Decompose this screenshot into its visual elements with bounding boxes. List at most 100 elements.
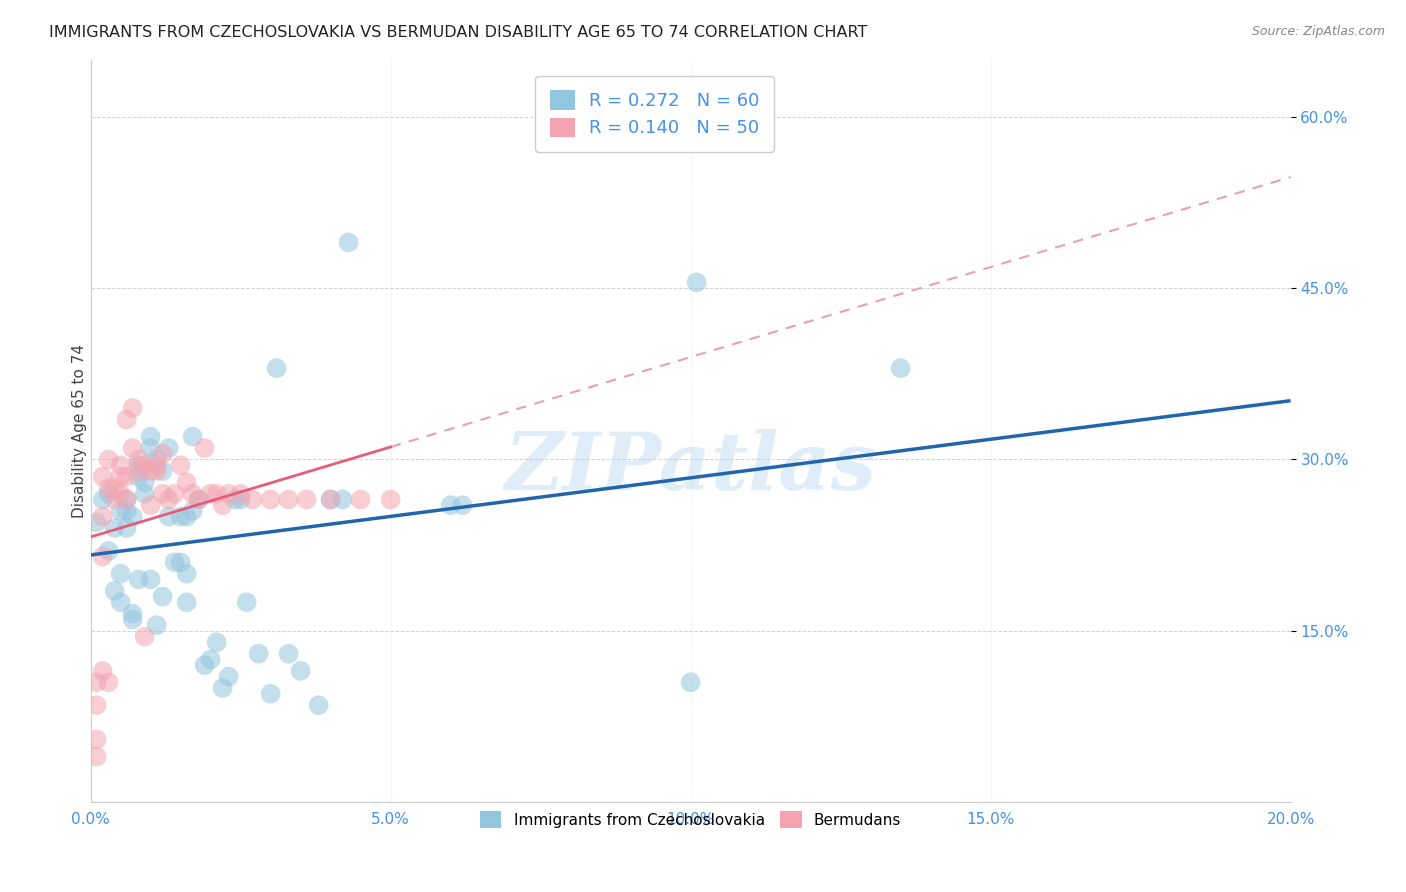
Point — [235, 595, 257, 609]
Point — [91, 469, 114, 483]
Point — [242, 492, 264, 507]
Point — [145, 458, 167, 473]
Point — [152, 590, 174, 604]
Point — [121, 509, 143, 524]
Point — [110, 595, 132, 609]
Point — [128, 452, 150, 467]
Point — [145, 464, 167, 478]
Point — [115, 412, 138, 426]
Point — [145, 452, 167, 467]
Point — [104, 521, 127, 535]
Point — [104, 492, 127, 507]
Point — [890, 361, 912, 376]
Point — [332, 492, 354, 507]
Point — [134, 475, 156, 490]
Point — [169, 509, 191, 524]
Point — [139, 498, 162, 512]
Point — [86, 675, 108, 690]
Point — [97, 487, 120, 501]
Point — [247, 647, 270, 661]
Point — [176, 566, 198, 581]
Point — [121, 401, 143, 415]
Y-axis label: Disability Age 65 to 74: Disability Age 65 to 74 — [72, 344, 87, 518]
Point — [110, 469, 132, 483]
Point — [97, 452, 120, 467]
Point — [229, 487, 252, 501]
Point — [110, 504, 132, 518]
Point — [194, 658, 217, 673]
Point — [91, 492, 114, 507]
Point — [110, 487, 132, 501]
Point — [439, 498, 461, 512]
Point — [194, 441, 217, 455]
Point — [110, 566, 132, 581]
Point — [277, 647, 299, 661]
Point — [91, 509, 114, 524]
Point — [145, 618, 167, 632]
Point — [169, 555, 191, 569]
Point — [679, 675, 702, 690]
Point — [163, 487, 186, 501]
Point — [152, 447, 174, 461]
Point — [295, 492, 318, 507]
Point — [290, 664, 312, 678]
Point — [110, 458, 132, 473]
Point — [128, 458, 150, 473]
Point — [187, 492, 209, 507]
Point — [259, 687, 281, 701]
Point — [451, 498, 474, 512]
Point — [134, 630, 156, 644]
Point — [157, 492, 180, 507]
Point — [205, 635, 228, 649]
Point — [157, 441, 180, 455]
Point — [139, 573, 162, 587]
Point — [121, 607, 143, 621]
Text: IMMIGRANTS FROM CZECHOSLOVAKIA VS BERMUDAN DISABILITY AGE 65 TO 74 CORRELATION C: IMMIGRANTS FROM CZECHOSLOVAKIA VS BERMUD… — [49, 25, 868, 40]
Point — [319, 492, 342, 507]
Point — [128, 469, 150, 483]
Point — [229, 492, 252, 507]
Point — [319, 492, 342, 507]
Point — [176, 509, 198, 524]
Point — [121, 441, 143, 455]
Point — [97, 481, 120, 495]
Point — [91, 664, 114, 678]
Point — [218, 669, 240, 683]
Point — [224, 492, 246, 507]
Point — [86, 749, 108, 764]
Point — [104, 583, 127, 598]
Point — [134, 458, 156, 473]
Point — [218, 487, 240, 501]
Point — [115, 521, 138, 535]
Point — [97, 544, 120, 558]
Point — [115, 492, 138, 507]
Point — [181, 504, 204, 518]
Text: ZIPatlas: ZIPatlas — [505, 429, 877, 507]
Point — [139, 464, 162, 478]
Point — [97, 675, 120, 690]
Point — [205, 487, 228, 501]
Point — [349, 492, 371, 507]
Point — [139, 441, 162, 455]
Point — [187, 492, 209, 507]
Point — [152, 464, 174, 478]
Point — [277, 492, 299, 507]
Point — [128, 464, 150, 478]
Point — [86, 698, 108, 713]
Point — [104, 481, 127, 495]
Point — [121, 612, 143, 626]
Text: Source: ZipAtlas.com: Source: ZipAtlas.com — [1251, 25, 1385, 38]
Point — [176, 475, 198, 490]
Point — [181, 430, 204, 444]
Point — [86, 732, 108, 747]
Point — [163, 555, 186, 569]
Point — [157, 509, 180, 524]
Point — [200, 487, 222, 501]
Point — [337, 235, 360, 250]
Point — [211, 498, 233, 512]
Point — [380, 492, 402, 507]
Point — [685, 276, 707, 290]
Point — [200, 652, 222, 666]
Point — [169, 458, 191, 473]
Legend: Immigrants from Czechoslovakia, Bermudans: Immigrants from Czechoslovakia, Bermudan… — [472, 804, 908, 836]
